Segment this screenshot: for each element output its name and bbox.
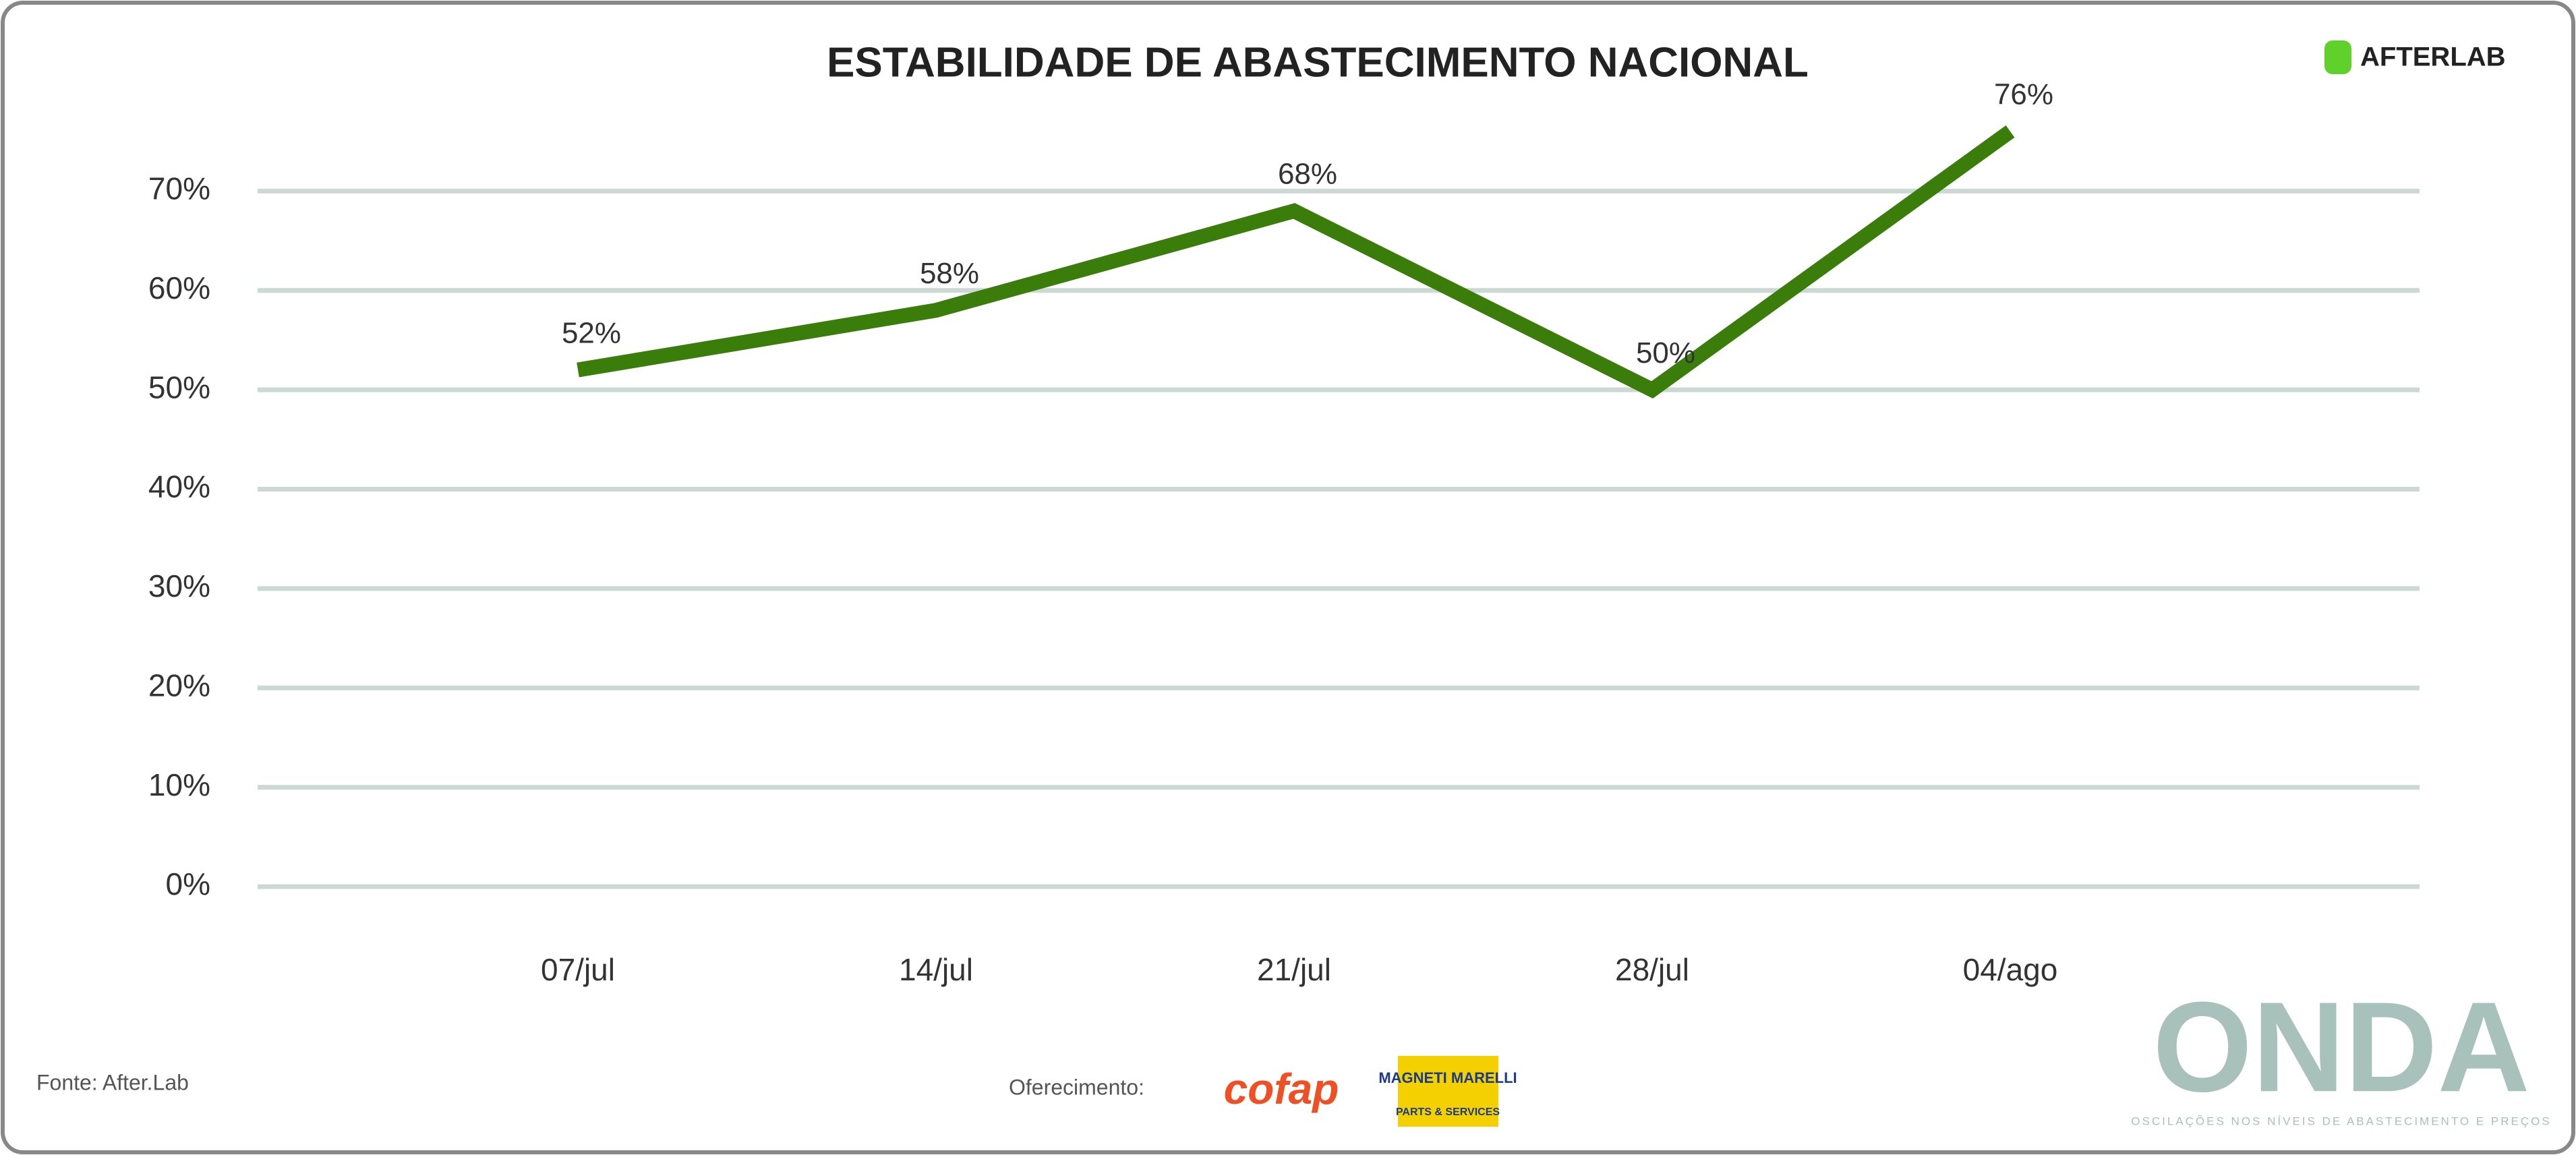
x-tick-label: 14/jul	[899, 952, 973, 987]
data-label: 76%	[1994, 78, 2053, 111]
y-tick-label: 30%	[148, 568, 210, 603]
x-tick-label: 21/jul	[1257, 952, 1331, 987]
series-brand: ONDA	[2153, 976, 2529, 1119]
y-tick-label: 0%	[166, 866, 210, 901]
data-label: 50%	[1636, 336, 1695, 369]
y-tick-label: 20%	[148, 668, 210, 703]
data-label: 68%	[1278, 157, 1337, 190]
sponsor-cofap: cofap	[1224, 1065, 1339, 1113]
data-label: 52%	[562, 316, 621, 349]
chart-title: ESTABILIDADE DE ABASTECIMENTO NACIONAL	[827, 39, 1809, 86]
data-line	[577, 125, 2015, 398]
y-tick-label: 60%	[148, 270, 210, 305]
logo-icon	[2324, 40, 2351, 74]
x-tick-label: 28/jul	[1615, 952, 1689, 987]
sponsor-label: Oferecimento:	[1009, 1075, 1144, 1099]
y-tick-label: 70%	[148, 171, 210, 206]
y-tick-label: 40%	[148, 469, 210, 504]
series-tagline: OSCILAÇÕES NOS NÍVEIS DE ABASTECIMENTO E…	[2131, 1115, 2551, 1127]
data-label: 58%	[920, 257, 979, 290]
y-tick-label: 10%	[148, 767, 210, 802]
sponsor-magneti: MAGNETI MARELLI	[1378, 1069, 1517, 1086]
x-tick-label: 07/jul	[541, 952, 615, 987]
sponsor-parts: PARTS & SERVICES	[1396, 1106, 1500, 1118]
x-tick-label: 04/ago	[1963, 952, 2058, 987]
y-tick-label: 50%	[148, 369, 210, 405]
brand-logo: AFTERLAB	[2360, 42, 2506, 72]
sponsor-box	[1398, 1056, 1498, 1127]
source-note: Fonte: After.Lab	[36, 1070, 189, 1094]
